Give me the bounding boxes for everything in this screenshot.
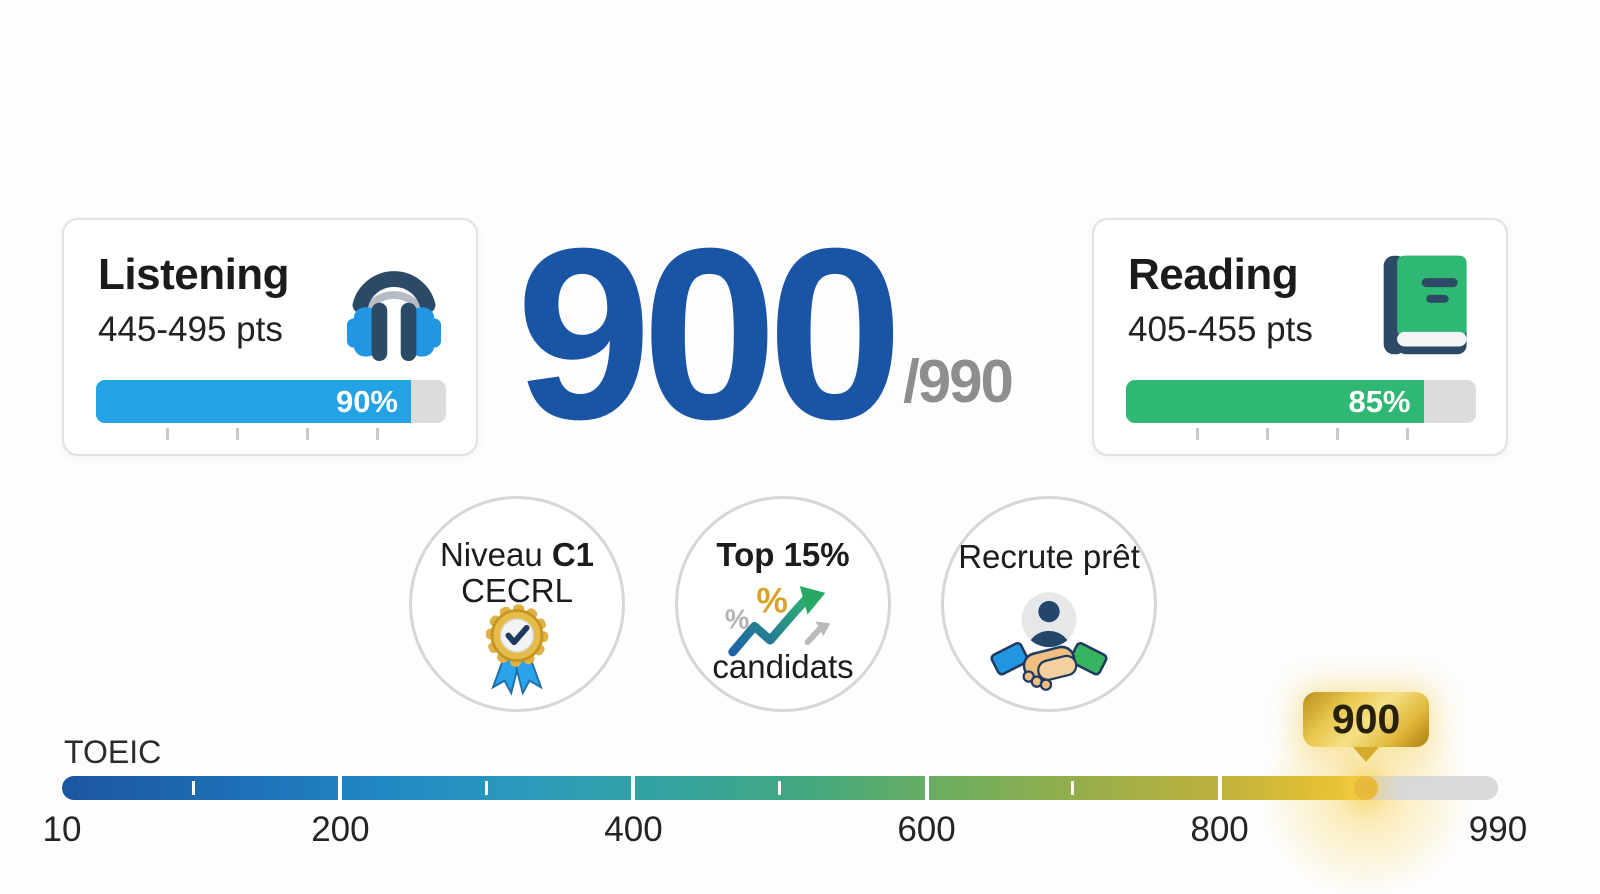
scale-major-tick bbox=[631, 776, 636, 800]
ruler-tick bbox=[376, 428, 379, 440]
listening-progress-fill: 90% bbox=[96, 380, 411, 423]
scale-major-tick bbox=[338, 776, 343, 800]
ruler-tick bbox=[1196, 428, 1199, 440]
listening-percent-label: 90% bbox=[335, 383, 398, 419]
overall-score-max: /990 bbox=[903, 348, 1014, 416]
cefr-level-line1: Niveau C1 bbox=[439, 536, 595, 573]
ruler-tick bbox=[306, 428, 309, 440]
scale-minor-tick bbox=[1071, 781, 1075, 795]
reading-percent-label: 85% bbox=[1348, 383, 1411, 419]
scale-axis-label: 800 bbox=[1190, 810, 1249, 849]
reading-points-range: 405-455 pts bbox=[1128, 310, 1313, 349]
reading-card: Reading 405-455 pts 85% bbox=[1092, 218, 1508, 456]
overall-score-value: 900 bbox=[516, 197, 903, 470]
ruler-tick bbox=[166, 428, 169, 440]
scale-major-tick bbox=[924, 776, 929, 800]
toeic-scale-track bbox=[62, 776, 1498, 800]
scale-title: TOEIC bbox=[64, 734, 162, 770]
headphones-icon bbox=[346, 271, 442, 361]
listening-points-range: 445-495 pts bbox=[98, 310, 283, 349]
listening-title: Listening bbox=[98, 250, 290, 299]
reading-progress-fill: 85% bbox=[1126, 380, 1424, 423]
score-marker-label: 900 bbox=[1331, 696, 1401, 742]
listening-ruler-ticks bbox=[96, 426, 446, 440]
score-marker-dot bbox=[1354, 776, 1379, 800]
overall-score: 900 /990 bbox=[516, 197, 1014, 470]
listening-card: Listening 445-495 pts 90% bbox=[62, 218, 478, 456]
growth-chart-icon: % % bbox=[725, 581, 831, 657]
svg-text:%: % bbox=[725, 603, 750, 634]
ruler-tick bbox=[236, 428, 239, 440]
top-percentile-subtitle: candidats bbox=[712, 647, 854, 685]
toeic-scale: 900 bbox=[62, 686, 1498, 894]
listening-progress-track: 90% bbox=[96, 380, 446, 423]
top-percentile-title: Top 15% bbox=[716, 536, 850, 573]
scale-major-tick bbox=[1217, 776, 1222, 800]
reading-ruler-ticks bbox=[1126, 426, 1476, 440]
recruit-ready-title: Recrute prêt bbox=[958, 538, 1140, 575]
scale-axis-label: 400 bbox=[604, 810, 663, 849]
scale-minor-tick bbox=[484, 781, 488, 795]
svg-text:%: % bbox=[756, 581, 788, 621]
person-handshake-icon bbox=[990, 592, 1108, 691]
cefr-level-line2: CECRL bbox=[461, 572, 573, 610]
book-icon bbox=[1383, 255, 1467, 355]
scale-axis-label: 200 bbox=[311, 810, 370, 849]
scale-axis-label: 990 bbox=[1468, 810, 1528, 849]
scale-axis-label: 10 bbox=[42, 810, 82, 849]
badge-cefr-level: Niveau C1 CECRL bbox=[409, 496, 625, 712]
ruler-tick bbox=[1266, 428, 1269, 440]
scale-axis-label: 600 bbox=[897, 810, 956, 849]
score-marker-bubble: 900 bbox=[1303, 692, 1430, 747]
medal-check-icon bbox=[485, 604, 549, 696]
ruler-tick bbox=[1336, 428, 1339, 440]
scale-minor-tick bbox=[191, 781, 195, 795]
badge-top-percentile: Top 15% % % candidats bbox=[675, 496, 891, 712]
scale-minor-tick bbox=[778, 781, 781, 795]
badge-recruit-ready: Recrute prêt bbox=[941, 496, 1157, 712]
scale-axis-labels: 10 200 400 600 800 990 bbox=[43, 810, 1528, 854]
ruler-tick bbox=[1406, 428, 1409, 440]
reading-title: Reading bbox=[1128, 250, 1299, 299]
reading-progress-track: 85% bbox=[1126, 380, 1476, 423]
